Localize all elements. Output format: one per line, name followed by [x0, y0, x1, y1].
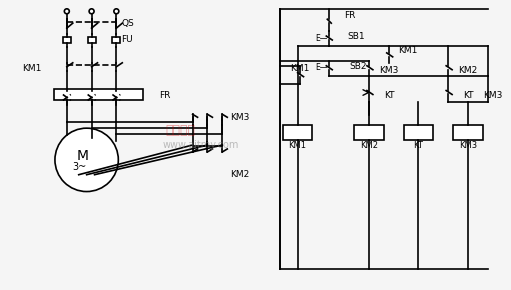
Text: KT: KT — [463, 91, 474, 100]
Text: KM2: KM2 — [230, 170, 249, 179]
Text: KT: KT — [384, 91, 394, 100]
Bar — [354, 125, 384, 140]
Bar — [112, 37, 120, 43]
Circle shape — [64, 9, 69, 14]
Text: KM2: KM2 — [458, 66, 477, 75]
Text: QS: QS — [121, 19, 134, 28]
Circle shape — [114, 9, 119, 14]
Bar — [453, 125, 483, 140]
Text: KM3: KM3 — [459, 140, 477, 150]
Text: KM3: KM3 — [379, 66, 398, 75]
Bar — [63, 37, 71, 43]
Text: KM3: KM3 — [483, 91, 502, 100]
Text: KM2: KM2 — [360, 140, 378, 150]
Text: FR: FR — [344, 11, 356, 20]
Text: SB2: SB2 — [349, 62, 366, 71]
Text: 艾特贸易: 艾特贸易 — [166, 124, 196, 137]
Text: FR: FR — [159, 91, 170, 100]
Bar — [404, 125, 433, 140]
Text: www.aitmy.com: www.aitmy.com — [162, 140, 239, 150]
Bar — [283, 125, 312, 140]
Text: KT: KT — [413, 140, 423, 150]
Circle shape — [55, 128, 119, 192]
Text: KM1: KM1 — [399, 46, 418, 55]
Text: KM1: KM1 — [290, 64, 309, 73]
Text: FU: FU — [121, 35, 133, 44]
Text: 3~: 3~ — [73, 162, 87, 172]
Text: KM1: KM1 — [22, 64, 41, 73]
Text: KM3: KM3 — [230, 113, 249, 122]
Circle shape — [89, 9, 94, 14]
Text: E—: E— — [315, 63, 328, 72]
Text: M: M — [77, 149, 89, 163]
Bar — [87, 37, 96, 43]
Text: E—: E— — [315, 34, 328, 43]
Text: SB1: SB1 — [347, 32, 365, 41]
Text: KM1: KM1 — [289, 140, 307, 150]
Bar — [54, 88, 143, 100]
